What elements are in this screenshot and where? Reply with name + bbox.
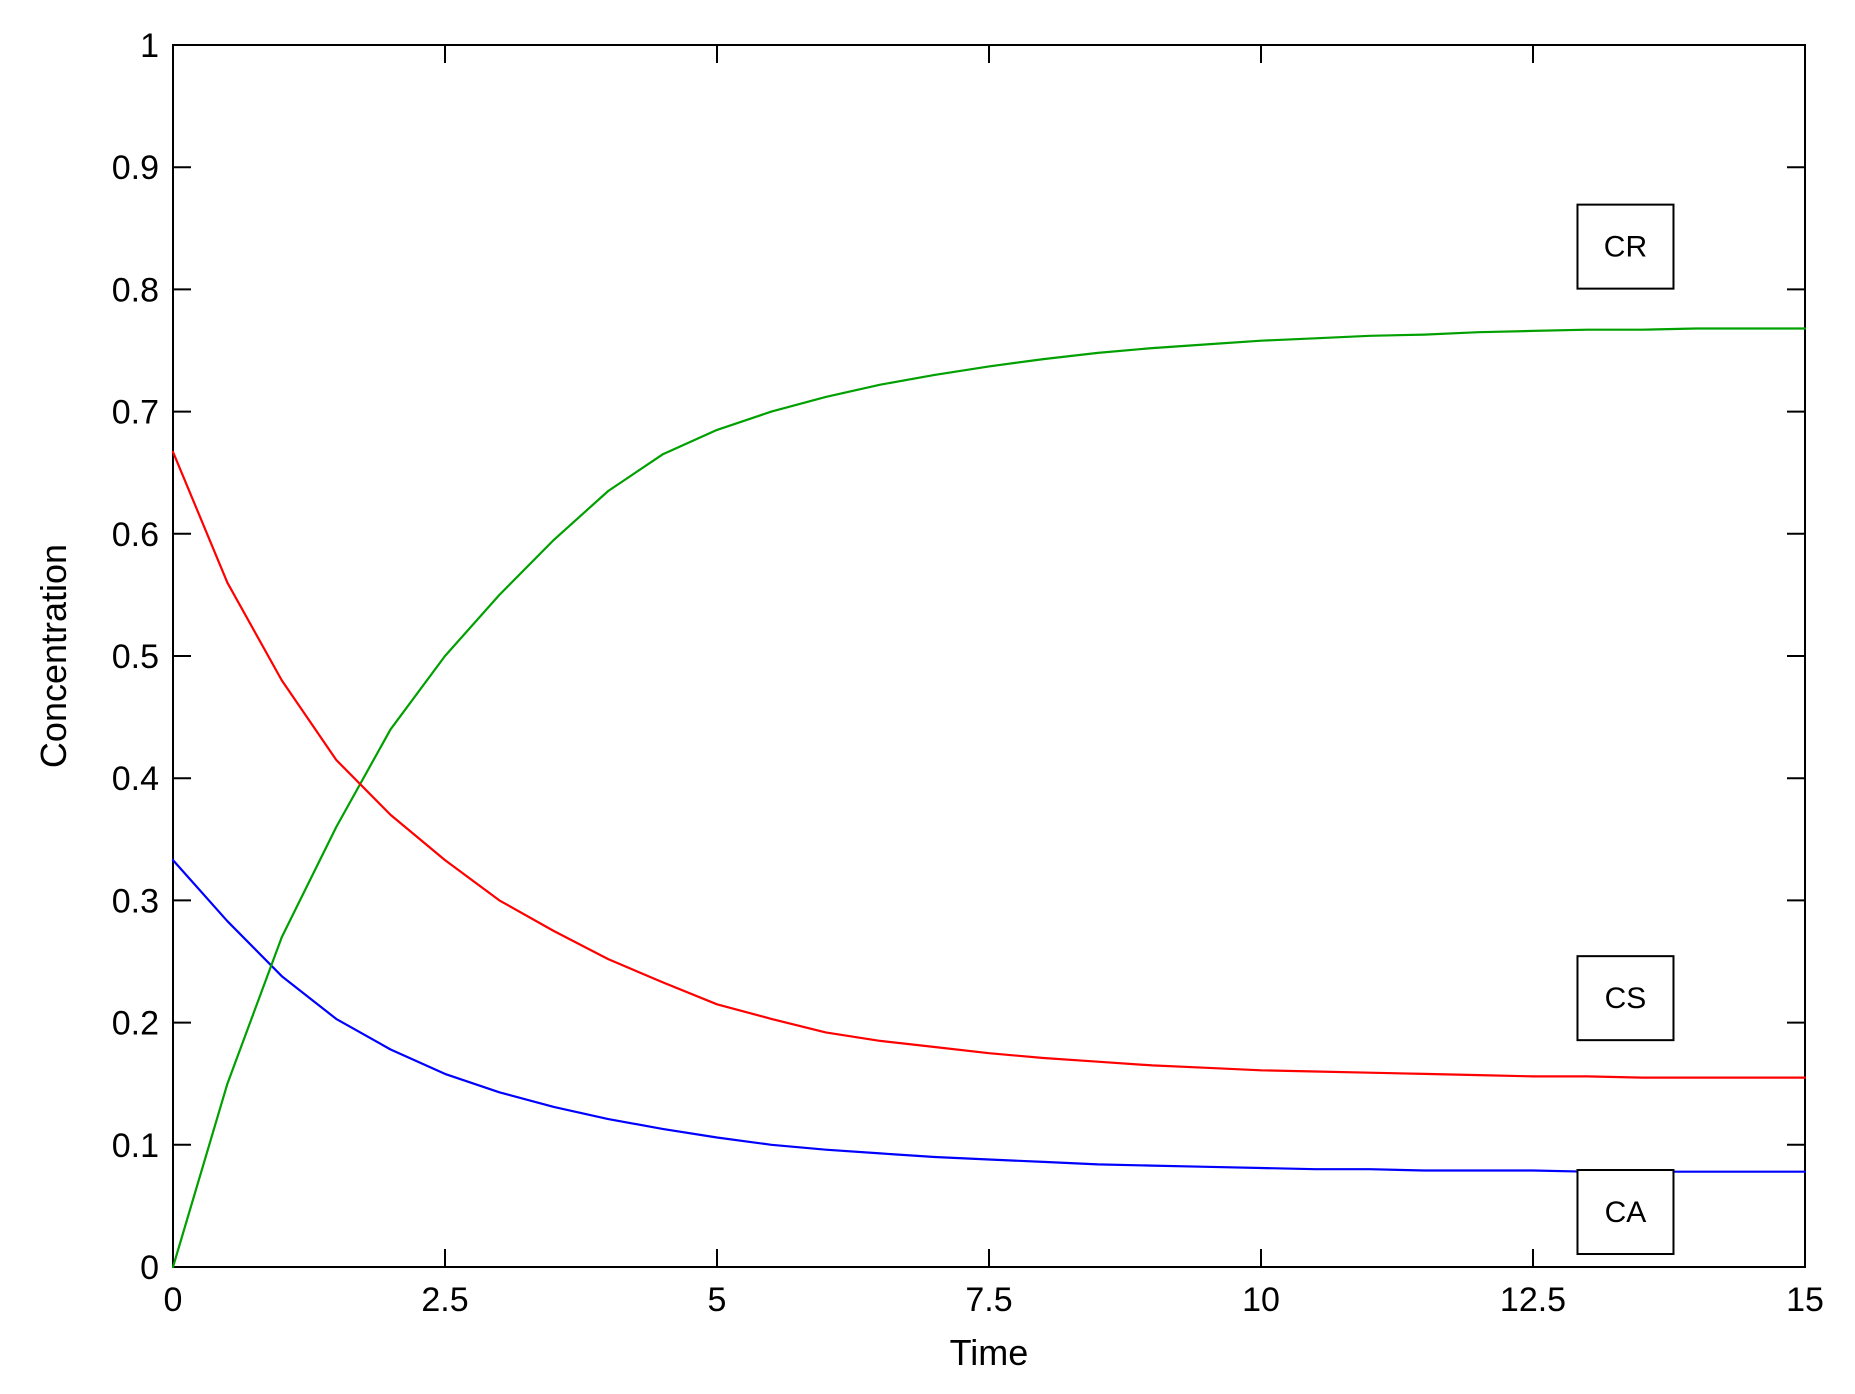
series-line-2	[171, 327, 1807, 1269]
y-tick-label: 0.2	[112, 1005, 159, 1043]
y-tick-label: 0.9	[112, 149, 159, 187]
series-annotations: CR CS CA	[1576, 203, 1675, 1256]
x-tick-label: 2.5	[421, 1281, 468, 1319]
y-tick-label: 0	[140, 1249, 159, 1287]
annotation-box	[1576, 955, 1675, 1042]
annotation-label: CS	[1605, 982, 1647, 1015]
x-tick-label: 12.5	[1500, 1281, 1566, 1319]
series-line-1	[171, 858, 1807, 1173]
y-tick-label: 0.4	[112, 760, 159, 798]
plot-frame	[172, 44, 1806, 1268]
y-tick-label: 0.1	[112, 1127, 159, 1165]
annotation-box	[1576, 203, 1675, 290]
annotation-cs: CS	[1576, 955, 1675, 1042]
y-tick-label: 0.6	[112, 516, 159, 554]
x-axis-label: Time	[950, 1332, 1029, 1373]
y-tick-label: 0.3	[112, 882, 159, 920]
y-tick-label: 0.7	[112, 394, 159, 432]
y-tick-label: 1	[140, 27, 159, 65]
series-lines	[171, 327, 1807, 1269]
x-tick-label: 5	[708, 1281, 727, 1319]
plot-area	[172, 44, 1806, 1268]
annotation-ca: CA	[1576, 1169, 1675, 1256]
y-tick-label: 0.8	[112, 271, 159, 309]
annotation-label: CR	[1604, 231, 1647, 264]
x-tick-label: 15	[1786, 1281, 1824, 1319]
annotation-box	[1576, 1169, 1675, 1256]
annotation-label: CA	[1605, 1196, 1647, 1229]
x-tick-label: 7.5	[965, 1281, 1012, 1319]
series-line-3	[171, 450, 1807, 1079]
y-axis-label: Concentration	[33, 544, 74, 768]
x-tick-label: 10	[1242, 1281, 1280, 1319]
axis-ticks: 0 2.5 5 7.5 10 12.5 15 0 0.1 0.2 0.3 0.4 0.5 0.6 0.7 0.…	[112, 27, 1824, 1319]
y-tick-label: 0.5	[112, 638, 159, 676]
x-tick-label: 0	[164, 1281, 183, 1319]
annotation-cr: CR	[1576, 203, 1675, 290]
